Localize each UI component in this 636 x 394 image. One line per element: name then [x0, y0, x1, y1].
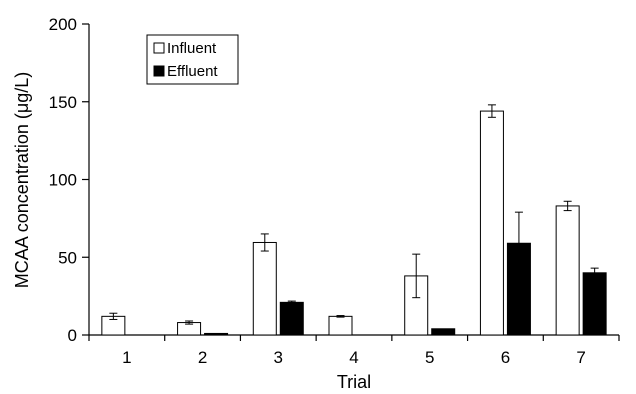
y-tick-label: 150 — [49, 93, 77, 112]
x-tick-label: 1 — [122, 348, 131, 367]
bar-influent — [555, 205, 580, 336]
x-tick-label: 3 — [274, 348, 283, 367]
bar-effluent — [582, 272, 607, 336]
y-axis-ticks: 0 50 100 150 200 — [49, 15, 89, 345]
x-axis-title: Trial — [337, 372, 371, 392]
y-tick-label: 200 — [49, 15, 77, 34]
bar-influent — [479, 110, 504, 336]
y-tick-label: 0 — [68, 326, 77, 345]
bar-effluent — [279, 301, 304, 336]
legend-label-effluent: Effluent — [167, 63, 218, 80]
bar-influent — [328, 315, 353, 336]
bar-effluent — [204, 332, 229, 336]
plot-area: 0 50 100 150 200 1 2 3 4 5 6 7 — [49, 15, 620, 367]
x-tick-label: 4 — [349, 348, 358, 367]
error-bars — [109, 104, 599, 325]
legend-swatch-effluent — [153, 65, 165, 77]
legend-swatch-influent — [153, 42, 165, 54]
bars — [101, 110, 607, 336]
bar-influent — [252, 241, 277, 336]
bar-effluent — [431, 328, 456, 336]
y-axis-title: MCAA concentration (μg/L) — [12, 72, 32, 288]
x-tick-label: 5 — [425, 348, 434, 367]
legend: Influent Effluent — [146, 34, 239, 85]
x-axis-ticks: 1 2 3 4 5 6 7 — [88, 335, 620, 367]
x-tick-label: 2 — [198, 348, 207, 367]
y-tick-label: 100 — [49, 171, 77, 190]
legend-label-influent: Influent — [167, 40, 217, 57]
y-tick-label: 50 — [58, 248, 77, 267]
x-tick-label: 6 — [501, 348, 510, 367]
x-tick-label: 7 — [576, 348, 585, 367]
